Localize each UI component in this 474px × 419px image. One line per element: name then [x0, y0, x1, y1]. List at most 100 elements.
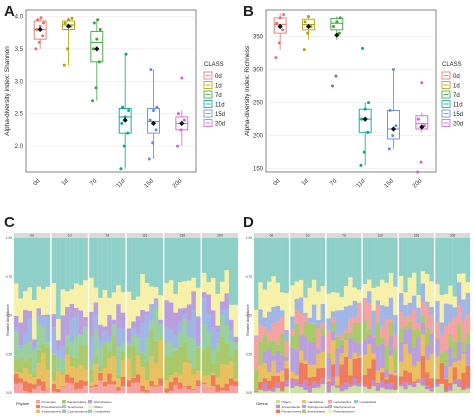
bar-segment [416, 307, 421, 324]
bar-segment [348, 318, 353, 334]
x-ticks-a: 0d 1d 7d 11d 15d 20d [33, 178, 184, 189]
bar-segment [65, 335, 70, 337]
gridlines-b [266, 36, 436, 169]
bar-segment [456, 341, 462, 361]
bar-segment [164, 388, 169, 393]
bar-segment [465, 238, 471, 283]
bar-segment [348, 359, 353, 376]
bar-segment [41, 381, 46, 391]
bar-segment [102, 289, 108, 327]
bar-segment [280, 317, 285, 334]
bar-segment [367, 368, 372, 389]
y-tick-label: 2.5 [15, 112, 24, 118]
bar-segment [348, 277, 353, 306]
legend-key [302, 404, 306, 409]
bar-segment [448, 390, 453, 394]
bar-segment [316, 327, 321, 349]
data-point [62, 63, 66, 67]
legend-key [62, 400, 66, 404]
bar-segment [89, 336, 94, 363]
bar-segment [224, 383, 230, 391]
bar-segment [131, 335, 136, 347]
bar-segment [89, 362, 94, 370]
legend-label: 15d [453, 112, 463, 118]
bar-segment [210, 277, 216, 311]
bar-segment [224, 324, 230, 344]
bar-segment [380, 380, 385, 388]
bar-segment [343, 338, 349, 340]
bars-c: 0.00 0.25 0.50 0.75 1.00 0d 1d 7d 11d 15d 20d [6, 233, 239, 395]
legend-key [88, 409, 92, 413]
bar-segment [116, 374, 121, 379]
bar-segment [32, 371, 37, 378]
bar-segment [210, 372, 216, 376]
bar-segment [219, 301, 225, 311]
bar-segment [420, 283, 426, 302]
panel-label-d: D [243, 214, 254, 231]
bar-segment [452, 316, 458, 343]
bar-segment [182, 307, 188, 315]
bar-segment [290, 329, 295, 336]
bar-segment [191, 309, 197, 339]
bar-segment [210, 327, 216, 350]
bar-segment [201, 383, 207, 394]
legend-key [62, 404, 66, 409]
bar-segment [384, 282, 389, 307]
bar-segment [316, 353, 321, 369]
data-point [119, 167, 123, 171]
bar-segment [303, 238, 308, 298]
bar-segment [149, 380, 154, 387]
bar-segment [78, 310, 84, 335]
bar-segment [412, 381, 417, 384]
bar-segment [429, 238, 434, 282]
data-point [147, 157, 151, 161]
data-point [151, 141, 155, 145]
bar-segment [177, 333, 183, 347]
bar-segment [375, 300, 381, 305]
bar-segment [210, 375, 216, 386]
bar-segment [153, 307, 159, 341]
bar-segment [420, 355, 426, 379]
bar-segment [407, 315, 413, 321]
bar-segment [201, 292, 207, 298]
bar-segment [262, 238, 268, 290]
bar-segment [271, 238, 276, 277]
bar-segment [27, 238, 33, 288]
bar-segment [371, 336, 376, 338]
bar-segment [116, 303, 121, 329]
bar-segment [60, 374, 66, 386]
bar-segment [191, 291, 197, 310]
bar-segment [131, 321, 136, 329]
bar-segment [290, 378, 295, 381]
data-point [91, 99, 95, 103]
bar-segment [116, 386, 121, 391]
bar-segment [164, 392, 169, 394]
bar-segment [343, 381, 349, 390]
bar-segment [362, 339, 368, 355]
bar-segment [280, 333, 285, 355]
bar-segment [74, 382, 79, 390]
bar-segment [206, 375, 212, 389]
bar-segment [201, 323, 207, 350]
bar-segment [330, 385, 336, 394]
y-tick-label: 1.00 [246, 236, 252, 240]
bar-segment [348, 238, 353, 278]
bar-segment [51, 354, 57, 381]
bar-segment [14, 359, 19, 372]
legend-label: Burkholderia [308, 410, 326, 414]
bar-segment [262, 382, 268, 392]
bar-segment [45, 286, 51, 315]
bar-segment [303, 380, 308, 390]
bar-segment [375, 238, 381, 287]
data-point [124, 52, 128, 56]
panel-label-b: B [243, 3, 254, 20]
bar-segment [429, 306, 434, 315]
x-tick-label: 0d [273, 178, 282, 187]
bar-segment [439, 238, 445, 296]
bar-segment [352, 377, 358, 386]
bar-segment [144, 392, 150, 394]
bar-segment [356, 302, 362, 304]
facet-label: 7d [342, 234, 346, 238]
legend-key [328, 409, 332, 413]
bar-segment [56, 388, 61, 393]
